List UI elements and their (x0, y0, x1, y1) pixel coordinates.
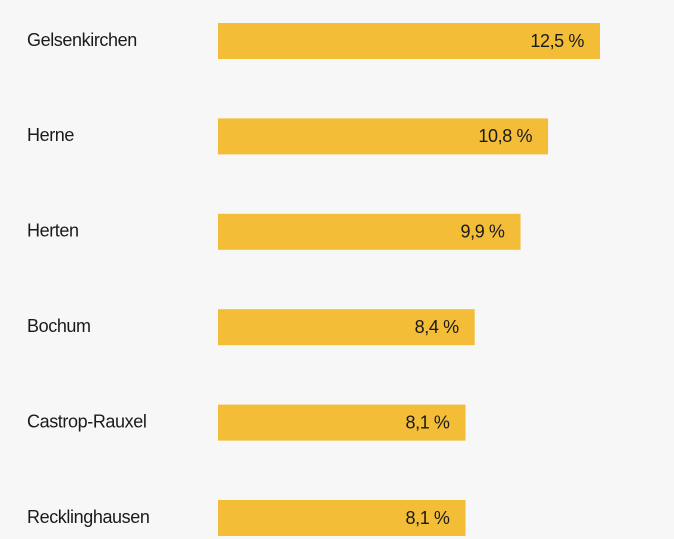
bar (218, 118, 549, 155)
bar (218, 309, 475, 346)
value-label: 8,1 % (406, 412, 450, 432)
value-label: 12,5 % (530, 31, 584, 51)
value-label: 8,1 % (406, 508, 450, 528)
category-label: Gelsenkirchen (27, 30, 137, 50)
bar (218, 404, 466, 441)
bar (218, 23, 600, 59)
bar (218, 500, 466, 536)
bar (218, 213, 521, 250)
value-label: 8,4 % (415, 317, 459, 337)
category-label: Herne (27, 125, 74, 145)
value-label: 10,8 % (478, 126, 532, 146)
category-label: Herten (27, 221, 79, 241)
category-label: Bochum (27, 316, 91, 336)
category-label: Recklinghausen (27, 507, 149, 527)
category-label: Castrop-Rauxel (27, 411, 146, 431)
value-label: 9,9 % (461, 222, 505, 242)
